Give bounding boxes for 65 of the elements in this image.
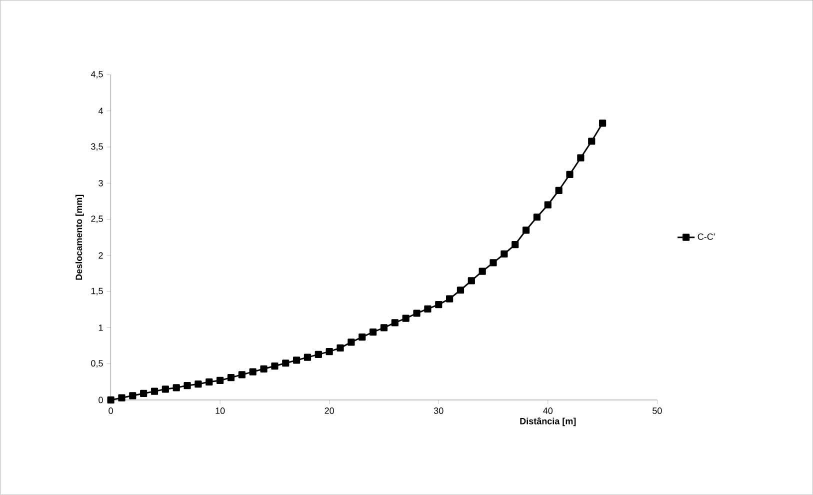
point [413,310,420,317]
point [522,226,530,234]
point [293,356,300,364]
point [512,241,519,248]
y-axis-title: Deslocamento [mm] [75,194,84,280]
point [249,368,256,376]
point [577,154,584,162]
point [566,171,574,178]
x-tick-label: 50 [652,408,662,414]
point [172,384,180,392]
point [194,380,202,388]
point [271,362,278,370]
point [435,301,442,308]
legend-label: C-C' [698,234,715,240]
point [238,371,246,378]
point [118,394,126,402]
point [358,334,366,341]
y-tick-label: 3,5 [91,143,103,151]
y-tick-label: 0 [98,396,103,404]
point [282,360,290,367]
point [326,348,333,356]
point [500,250,508,258]
point [456,286,464,294]
x-tick-label: 0 [108,408,113,414]
point [260,365,268,373]
x-tick-label: 10 [216,408,225,414]
x-tick-label: 20 [324,408,334,414]
point [598,120,606,127]
y-tick-label: 1,5 [91,288,103,296]
point [150,388,158,395]
y-tick-label: 0,5 [91,360,103,368]
y-tick-label: 4,5 [90,71,103,79]
point [478,268,486,276]
point [533,214,541,221]
point [348,338,355,346]
point [304,354,312,362]
y-tick-label: 1 [98,324,103,331]
y-tick-label: 2 [98,252,103,259]
point [424,305,432,313]
point [402,314,410,322]
point [107,396,114,404]
point [468,277,475,284]
x-tick-label: 30 [434,408,444,414]
point [206,378,213,386]
x-axis-title: Distância [m] [520,418,576,426]
y-tick-label: 4 [98,108,103,114]
point [129,392,136,400]
point [184,382,191,390]
x-tick-label: 40 [543,408,553,414]
point [380,324,388,332]
point [162,386,169,393]
point [544,201,552,209]
point [216,377,224,384]
point [588,138,596,145]
point [555,186,562,194]
point [227,374,235,382]
point [336,344,344,352]
point [391,319,398,326]
y-tick-label: 2,5 [91,216,103,224]
point [140,390,148,398]
y-tick-label: 3 [98,180,103,186]
point [446,295,454,302]
point [314,351,322,358]
point [370,328,377,336]
point [490,259,497,266]
